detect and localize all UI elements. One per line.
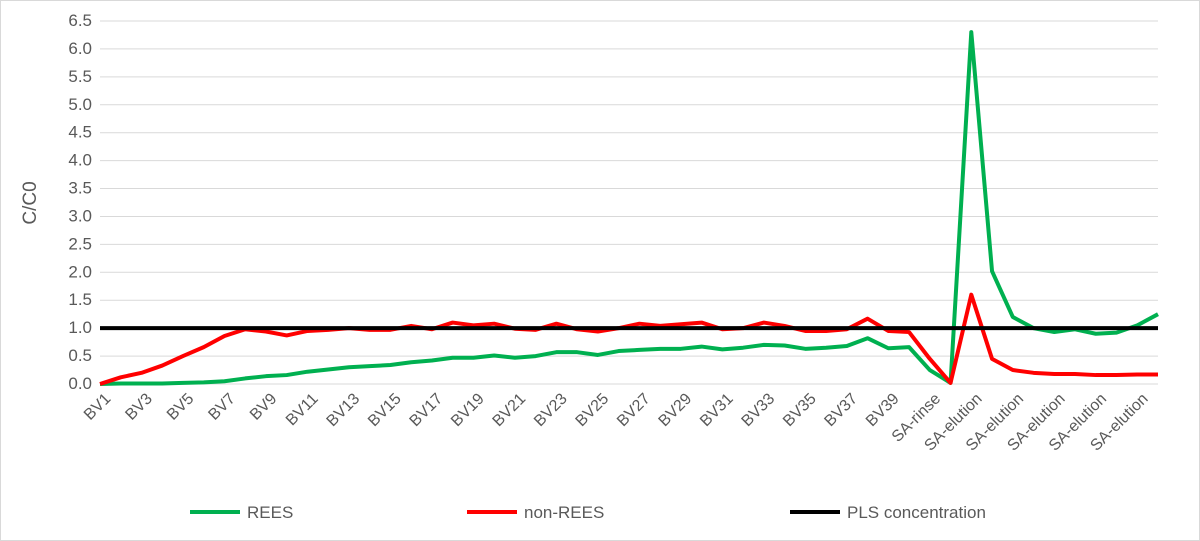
y-tick-label: 6.0 [68,39,92,58]
y-tick-label: 4.5 [68,123,92,142]
y-tick-label: 1.5 [68,290,92,309]
legend-label: PLS concentration [847,503,986,522]
y-tick-label: 4.0 [68,151,92,170]
y-tick-label: 6.5 [68,11,92,30]
y-tick-label: 0.0 [68,374,92,393]
series-line [99,30,1159,386]
y-tick-label: 1.0 [68,318,92,337]
y-tick-label: 0.5 [68,346,92,365]
y-tick-label: 5.0 [68,95,92,114]
legend-label: non-REES [524,503,604,522]
legend-label: REES [247,503,293,522]
y-axis-title: C/C0 [20,181,41,224]
y-tick-label: 2.0 [68,262,92,281]
y-tick-label: 3.0 [68,206,92,225]
y-tick-label: 2.5 [68,234,92,253]
y-tick-label: 5.5 [68,67,92,86]
y-tick-label: 3.5 [68,179,92,198]
